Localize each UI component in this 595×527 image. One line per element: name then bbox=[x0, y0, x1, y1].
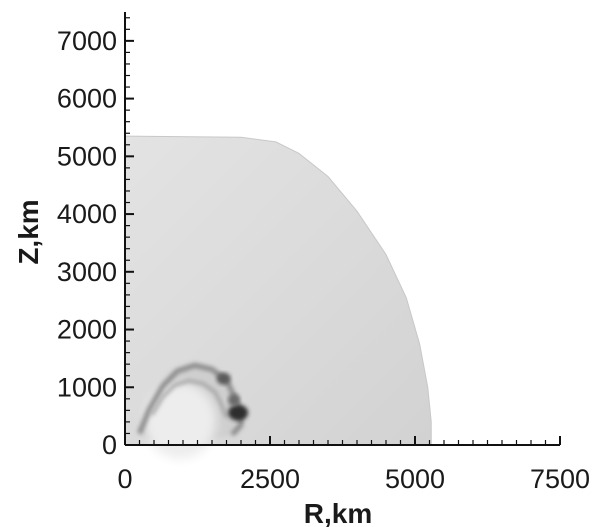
light-core bbox=[144, 382, 217, 459]
y-tick-label: 0 bbox=[102, 430, 117, 460]
y-tick-label: 5000 bbox=[57, 141, 117, 171]
y-tick-label: 1000 bbox=[57, 372, 117, 402]
y-axis-ticks: 0 1000 2000 3000 4000 5000 6000 7000 bbox=[57, 17, 134, 460]
y-tick-label: 3000 bbox=[57, 257, 117, 287]
x-axis-ticks: 0 2500 5000 7500 bbox=[117, 436, 590, 494]
y-tick-label: 6000 bbox=[57, 84, 117, 114]
x-tick-label: 5000 bbox=[385, 464, 445, 494]
y-tick-label: 7000 bbox=[57, 26, 117, 56]
x-tick-label: 7500 bbox=[530, 464, 590, 494]
y-axis-title: Z,km bbox=[13, 199, 44, 264]
y-tick-label: 2000 bbox=[57, 315, 117, 345]
filament-inner bbox=[150, 379, 228, 418]
x-tick-label: 0 bbox=[117, 464, 132, 494]
dark-knot-mid bbox=[228, 393, 241, 406]
dark-knot-upper bbox=[216, 372, 231, 385]
y-tick-label: 4000 bbox=[57, 199, 117, 229]
density-field bbox=[124, 135, 432, 459]
dark-knot bbox=[228, 404, 249, 421]
x-axis-title: R,km bbox=[304, 498, 372, 527]
x-tick-label: 2500 bbox=[240, 464, 300, 494]
